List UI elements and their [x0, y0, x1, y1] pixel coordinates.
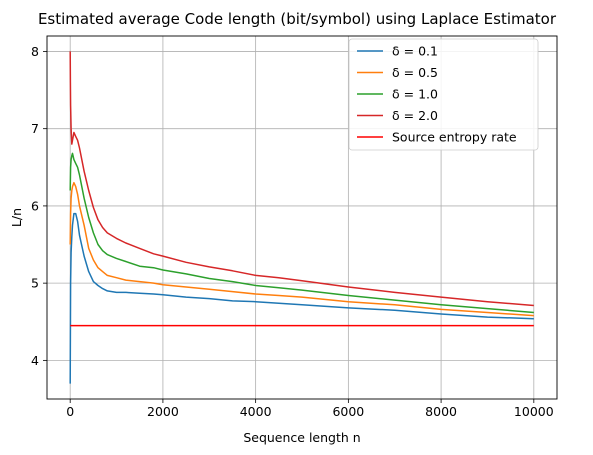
axis-ticks: 0 2000 4000 6000 8000 10000 4 5 6 7 8: [31, 44, 554, 419]
y-tick-label: 4: [31, 353, 39, 368]
y-tick-label: 5: [31, 276, 39, 291]
x-tick-label: 8000: [425, 404, 457, 419]
legend-label: δ = 0.1: [392, 44, 438, 59]
x-tick-label: 2000: [147, 404, 179, 419]
legend-label: Source entropy rate: [392, 130, 517, 145]
series-line-3: [69, 152, 534, 314]
legend-box: [348, 38, 539, 151]
series-line-2: [69, 181, 534, 317]
legend-label: δ = 1.0: [392, 87, 438, 102]
y-axis-label: L/n: [9, 208, 24, 227]
x-tick-label: 0: [66, 404, 74, 419]
series-line-1: [69, 212, 534, 384]
x-tick-label: 10000: [514, 404, 554, 419]
x-tick-label: 6000: [332, 404, 364, 419]
legend: δ = 0.1 δ = 0.5 δ = 1.0 δ = 2.0 Source entro…: [348, 38, 539, 151]
y-tick-label: 6: [31, 198, 39, 213]
chart-title: Estimated average Code length (bit/symbo…: [38, 10, 557, 28]
series-lines: [69, 51, 534, 384]
legend-label: δ = 2.0: [392, 108, 438, 123]
y-tick-label: 8: [31, 44, 39, 59]
x-tick-label: 4000: [240, 404, 272, 419]
x-axis-label: Sequence length n: [243, 430, 360, 445]
series-line-4: [69, 51, 534, 307]
legend-label: δ = 0.5: [392, 65, 438, 80]
y-tick-label: 7: [31, 121, 39, 136]
plot-frame: [46, 35, 558, 400]
